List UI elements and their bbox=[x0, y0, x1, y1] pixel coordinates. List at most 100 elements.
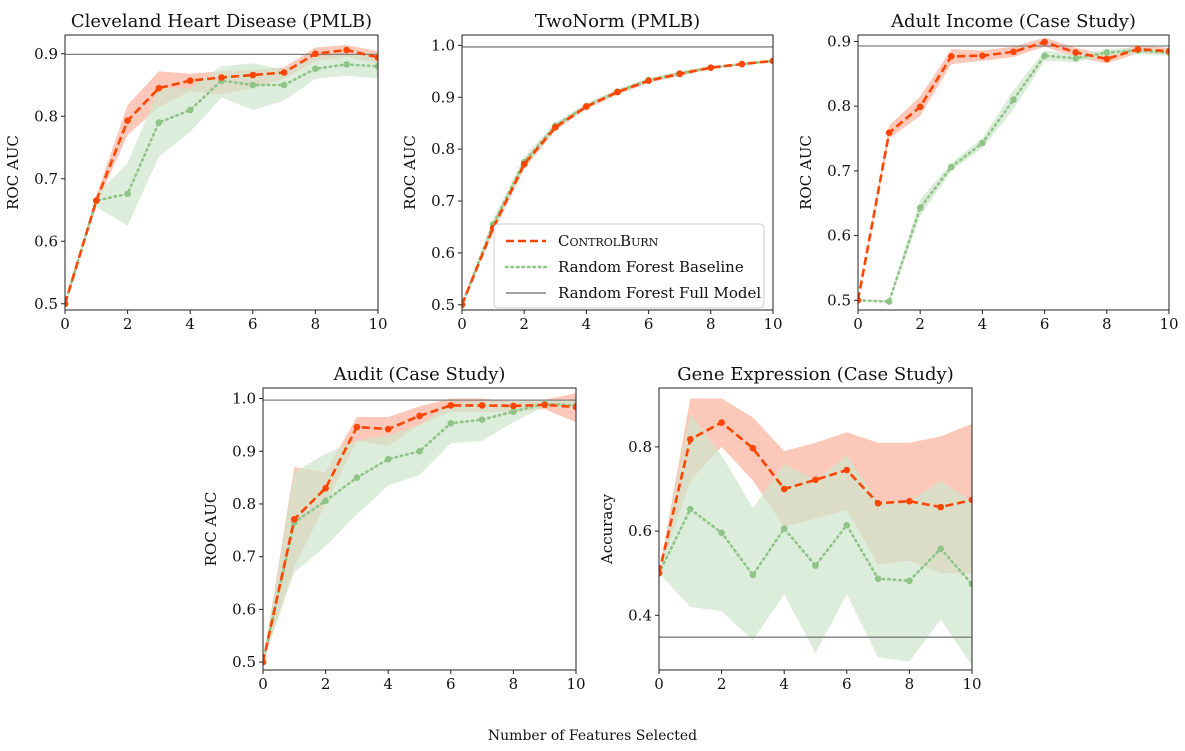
band-baseline bbox=[659, 413, 972, 666]
legend-label: ControlBurn bbox=[558, 232, 659, 250]
x-tick-label: 2 bbox=[123, 315, 133, 333]
y-axis-label: ROC AUC bbox=[401, 135, 419, 210]
legend-label: Random Forest Full Model bbox=[558, 284, 761, 302]
controlburn-point bbox=[968, 496, 972, 504]
band-baseline bbox=[263, 399, 576, 663]
controlburn-point bbox=[312, 50, 319, 58]
baseline-point bbox=[1010, 96, 1017, 104]
y-tick-label: 0.9 bbox=[232, 442, 256, 460]
y-tick-label: 0.8 bbox=[232, 495, 256, 513]
y-tick-label: 0.7 bbox=[232, 548, 256, 566]
baseline-point bbox=[812, 562, 819, 569]
x-tick-label: 6 bbox=[446, 675, 456, 693]
baseline-point bbox=[885, 298, 893, 305]
plot-area bbox=[263, 393, 576, 666]
y-tick-label: 0.7 bbox=[34, 170, 58, 188]
plot-area bbox=[462, 46, 773, 309]
baseline-point bbox=[749, 571, 757, 579]
y-tick-label: 0.9 bbox=[34, 45, 58, 63]
x-tick-label: 6 bbox=[644, 315, 654, 333]
controlburn-point bbox=[1134, 45, 1142, 53]
baseline-point bbox=[906, 577, 913, 585]
controlburn-point bbox=[645, 77, 652, 84]
baseline-point bbox=[780, 525, 788, 532]
controlburn-point bbox=[263, 658, 267, 666]
controlburn-point bbox=[572, 403, 576, 411]
baseline-point bbox=[280, 81, 288, 89]
plot-area bbox=[65, 45, 378, 308]
x-tick-label: 10 bbox=[763, 315, 782, 333]
plot-frame bbox=[262, 387, 577, 671]
chart-title: Gene Expression (Case Study) bbox=[677, 364, 953, 385]
chart-title: Cleveland Heart Disease (PMLB) bbox=[71, 11, 372, 32]
controlburn-point bbox=[780, 485, 788, 493]
baseline-point bbox=[186, 106, 194, 114]
controlburn-point bbox=[659, 569, 663, 577]
controlburn-line bbox=[659, 420, 972, 574]
plot-frame bbox=[857, 34, 1170, 311]
controlburn-point bbox=[858, 296, 862, 304]
controlburn-point bbox=[343, 46, 351, 54]
controlburn-point bbox=[155, 84, 163, 92]
x-tick-label: 6 bbox=[842, 675, 852, 693]
x-tick-label: 0 bbox=[457, 315, 467, 333]
x-tick-label: 4 bbox=[185, 315, 195, 333]
y-tick-label: 0.7 bbox=[827, 162, 851, 180]
baseline-point bbox=[510, 408, 517, 416]
y-tick-label: 0.8 bbox=[34, 107, 58, 125]
x-tick-label: 0 bbox=[654, 675, 664, 693]
y-tick-label: 0.6 bbox=[232, 600, 256, 618]
controlburn-point bbox=[614, 88, 621, 96]
controlburn-point bbox=[416, 412, 423, 420]
baseline-point bbox=[979, 139, 986, 147]
x-tick-label: 10 bbox=[368, 315, 387, 333]
x-tick-label: 8 bbox=[905, 675, 915, 693]
x-tick-label: 8 bbox=[706, 315, 716, 333]
chart-title: TwoNorm (PMLB) bbox=[535, 11, 700, 32]
legend: ControlBurn Random Forest Baseline Random … bbox=[493, 223, 765, 309]
controlburn-point bbox=[906, 497, 913, 505]
baseline-point bbox=[874, 575, 882, 582]
y-tick-label: 0.5 bbox=[827, 291, 851, 309]
baseline-point bbox=[384, 455, 392, 463]
controlburn-point bbox=[478, 402, 486, 409]
controlburn-point bbox=[280, 69, 288, 76]
x-tick-label: 2 bbox=[717, 675, 727, 693]
y-tick-label: 0.8 bbox=[827, 97, 851, 115]
controlburn-point bbox=[948, 53, 955, 60]
baseline-line bbox=[65, 63, 378, 306]
controlburn-point bbox=[65, 300, 69, 308]
baseline-point bbox=[937, 545, 944, 553]
controlburn-point bbox=[812, 476, 819, 484]
y-tick-label: 1.0 bbox=[431, 36, 455, 54]
controlburn-point bbox=[1165, 47, 1169, 55]
plot-frame bbox=[64, 34, 379, 311]
controlburn-line bbox=[858, 40, 1169, 301]
controlburn-point bbox=[916, 103, 924, 111]
baseline-point bbox=[718, 529, 725, 537]
baseline-point bbox=[353, 474, 361, 481]
controlburn-point bbox=[676, 70, 683, 78]
baseline-point bbox=[374, 62, 378, 70]
controlburn-point bbox=[291, 515, 298, 523]
baseline-point bbox=[843, 521, 851, 529]
plot-area bbox=[858, 37, 1169, 305]
y-tick-label: 0.9 bbox=[431, 88, 455, 106]
x-tick-label: 0 bbox=[60, 315, 70, 333]
plot-area bbox=[659, 398, 972, 666]
y-tick-label: 0.5 bbox=[34, 295, 58, 313]
baseline-line bbox=[858, 49, 1169, 303]
controlburn-point bbox=[384, 425, 392, 433]
baseline-point bbox=[478, 416, 486, 423]
y-tick-label: 0.6 bbox=[827, 227, 851, 245]
baseline-point bbox=[1041, 52, 1048, 60]
plot-frame bbox=[658, 387, 973, 671]
chart-panel-2: 0 2 4 6 8 10 0.5 0.6 0.7 0.8 0.9 1.0 TwoNorm (PMLB) R… bbox=[401, 11, 783, 333]
plot-frame bbox=[461, 34, 774, 311]
y-axis-label: ROC AUC bbox=[202, 492, 220, 567]
baseline-point bbox=[249, 81, 257, 89]
baseline-point bbox=[322, 497, 329, 505]
x-tick-label: 4 bbox=[383, 675, 393, 693]
controlburn-point bbox=[583, 103, 590, 110]
